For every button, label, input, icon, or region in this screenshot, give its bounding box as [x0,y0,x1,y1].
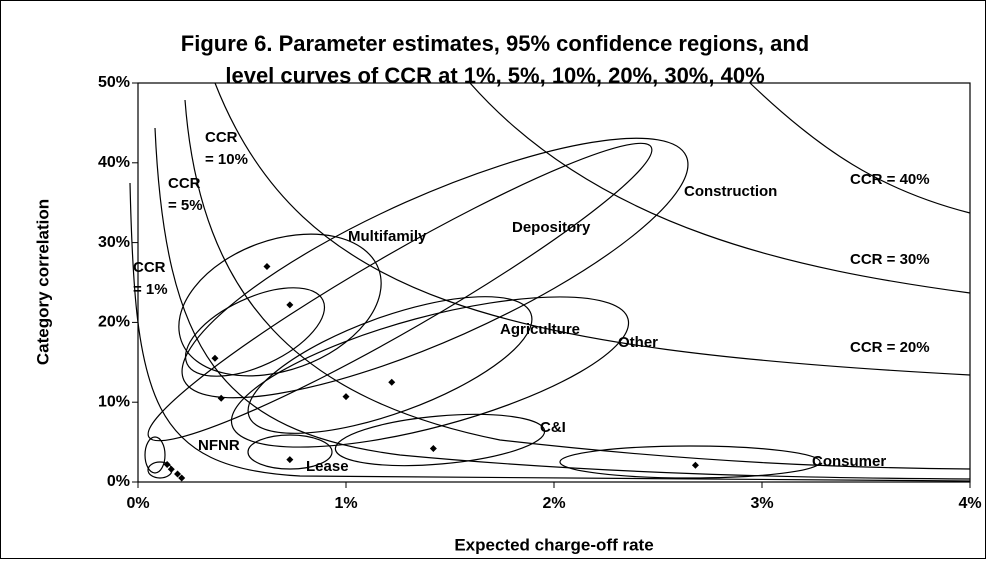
annotation: Multifamily [348,228,427,245]
point [174,470,182,478]
annotation: Construction [684,183,777,200]
y-tick-label: 0% [107,473,130,490]
chart-title: level curves of CCR at 1%, 5%, 10%, 20%,… [225,63,764,88]
annotation: Consumer [812,453,886,470]
level-curve [214,82,971,376]
y-tick-label: 50% [98,74,130,91]
level-curve [749,82,971,214]
annotation: CCR = 20% [850,339,930,356]
point [167,465,175,473]
y-tick-label: 40% [98,154,130,171]
region [334,413,546,467]
x-tick-label: 2% [542,495,565,512]
region [181,137,689,399]
point [429,444,437,452]
point [388,378,396,386]
annotation: CCR [133,259,166,276]
region [247,296,533,434]
annotation: = 1% [133,281,168,298]
level-curves [129,82,971,482]
chart-title: Figure 6. Parameter estimates, 95% confi… [181,31,809,56]
level-curve [129,182,971,482]
region [184,287,326,377]
point [217,394,225,402]
point [286,301,294,309]
annotation: Agriculture [500,321,580,338]
point [163,460,171,468]
point [691,461,699,469]
point [178,474,186,482]
level-curve [469,82,971,294]
level-curve [154,127,971,480]
x-tick-label: 3% [750,495,773,512]
plot: 0% 1% 2% 3% 4% 0% 10% 20% 30% 40% 50% CCR = 40% CCR … [98,74,982,512]
level-curve [184,99,971,470]
x-tick-label: 0% [126,495,149,512]
annotation: Lease [306,458,349,475]
y-tick-label: 10% [98,393,130,410]
region [147,142,653,442]
confidence-regions [144,137,821,479]
annotation: CCR = 30% [850,251,930,268]
x-tick-label: 1% [334,495,357,512]
y-axis-label: Category correlation [33,199,52,365]
plot-border [137,82,971,483]
region [230,296,630,448]
point [286,456,294,464]
annotation: = 5% [168,197,203,214]
x-axis-label: Expected charge-off rate [454,535,653,554]
annotation: CCR [168,175,201,192]
region [178,233,382,377]
region [247,434,333,470]
annotation: CCR [205,129,238,146]
annotation: C&I [540,419,566,436]
x-tick-label: 4% [958,495,981,512]
point [342,393,350,401]
annotation: NFNR [198,437,240,454]
annotation: Other [618,334,658,351]
region [144,436,166,474]
annotation: CCR = 40% [850,171,930,188]
point [263,263,271,271]
annotation: = 10% [205,151,248,168]
y-tick-label: 30% [98,234,130,251]
annotation: Depository [512,219,591,236]
region [559,445,821,479]
point [211,354,219,362]
y-tick-label: 20% [98,314,130,331]
